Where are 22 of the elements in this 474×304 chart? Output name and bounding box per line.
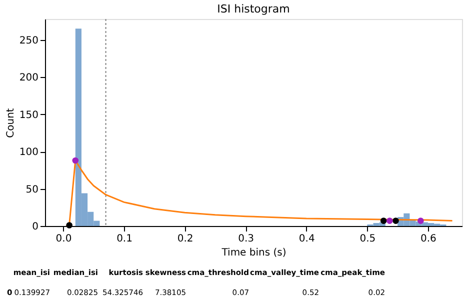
- point: [418, 218, 424, 224]
- x-tick-label: 0.3: [238, 234, 254, 244]
- x-tick-label: 0.6: [420, 234, 436, 244]
- y-tick-label: 100: [19, 147, 38, 158]
- point: [386, 218, 393, 224]
- y-tick-label: 150: [19, 110, 38, 121]
- x-axis-title: Time bins (s): [220, 248, 286, 258]
- y-axis-title: Count: [5, 108, 16, 138]
- x-tick-label: 0.1: [116, 234, 132, 244]
- x-tick-label: 0.4: [298, 234, 315, 244]
- y-tick-label: 250: [19, 35, 38, 46]
- point: [66, 222, 72, 228]
- chart-title: ISI histogram: [217, 2, 290, 16]
- x-tick-label: 0.5: [360, 234, 376, 244]
- y-tick-label: 50: [26, 184, 38, 196]
- point: [380, 218, 387, 224]
- x-tick-label: 0.0: [56, 234, 72, 244]
- point: [72, 157, 79, 164]
- point: [392, 218, 399, 224]
- y-tick-label: 0: [32, 222, 38, 232]
- x-tick-label: 0.2: [177, 234, 194, 244]
- y-tick-label: 200: [19, 72, 38, 84]
